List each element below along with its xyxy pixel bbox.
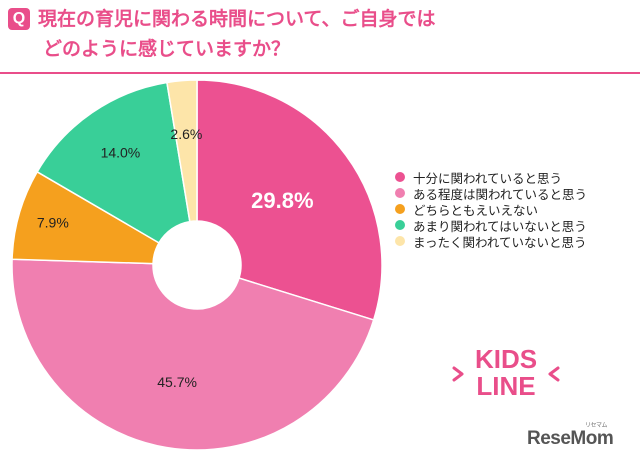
legend-item: 十分に関われていると思う — [395, 169, 587, 186]
legend-swatch — [395, 220, 405, 230]
question-line-2: どのように感じていますか？ — [43, 38, 291, 60]
kidsline-logo: KIDS LINE — [452, 344, 560, 401]
question-badge: Q — [8, 8, 30, 30]
question-line-1: 現在の育児に関わる時間について、ご自身では — [38, 8, 436, 30]
pie-slice-1 — [196, 80, 383, 321]
chart-legend: 十分に関われていると思う ある程度は関われていると思う どちらともえいえない あまり関… — [395, 169, 588, 250]
legend-label: どちらともえいえない — [413, 202, 539, 218]
legend-swatch — [395, 236, 405, 246]
slice-label-3: 7.9% — [37, 214, 69, 230]
resemom-logo: リセマム ReseMom — [527, 423, 614, 450]
resemom-logo-text: ReseMom — [527, 428, 614, 449]
kidsline-logo-line2: LINE — [476, 371, 535, 401]
legend-swatch — [395, 204, 405, 214]
legend-item: ある程度は関われていると思う — [395, 185, 588, 202]
donut-chart: 29.8% 45.7% 7.9% 14.0% 2.6% — [11, 80, 383, 451]
legend-item: まったく関われていないと思う — [395, 233, 587, 250]
header-divider — [0, 72, 640, 74]
pie-slice-2 — [11, 258, 375, 451]
kidsline-logo-line1: KIDS — [475, 344, 537, 374]
slice-label-5: 2.6% — [170, 126, 202, 142]
legend-swatch — [395, 172, 405, 182]
question-title: 現在の育児に関わる時間について、ご自身では どのように感じていますか？ — [38, 4, 628, 64]
legend-label: あまり関われてはいないと思う — [413, 218, 587, 234]
legend-swatch — [395, 188, 405, 198]
resemom-ruby: リセマム — [585, 423, 608, 429]
pie-slice-4 — [36, 81, 191, 244]
slice-label-4: 14.0% — [101, 145, 141, 161]
slice-label-2: 45.7% — [157, 374, 197, 390]
legend-label: ある程度は関われていると思う — [413, 186, 588, 202]
legend-item: あまり関われてはいないと思う — [395, 217, 587, 234]
legend-label: まったく関われていないと思う — [413, 234, 587, 250]
slice-label-1: 29.8% — [251, 188, 313, 213]
legend-item: どちらともえいえない — [395, 201, 587, 218]
pie-slice-5 — [166, 80, 198, 223]
legend-label: 十分に関われていると思う — [413, 170, 563, 186]
pie-slice-3 — [11, 170, 161, 265]
